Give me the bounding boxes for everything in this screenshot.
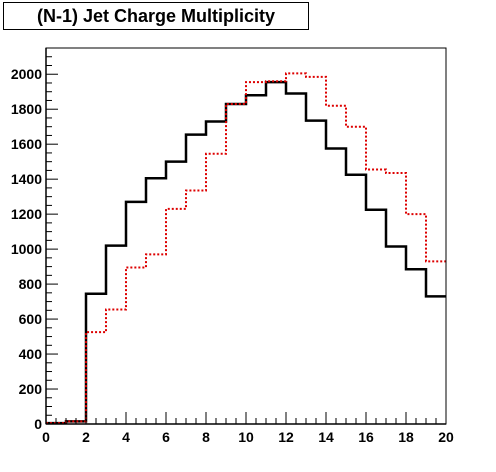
chart-title-box: (N-1) Jet Charge Multiplicity xyxy=(3,2,309,30)
x-tick-label: 6 xyxy=(162,429,170,445)
y-tick-label: 0 xyxy=(34,416,42,432)
x-tick-label: 16 xyxy=(358,429,374,445)
x-tick-label: 12 xyxy=(278,429,294,445)
series-0-line xyxy=(46,80,446,425)
y-tick-label: 1600 xyxy=(11,136,42,152)
y-tick-label: 1000 xyxy=(11,241,42,257)
y-tick-label: 600 xyxy=(19,311,43,327)
x-tick-label: 2 xyxy=(82,429,90,445)
y-tick-label: 400 xyxy=(19,346,43,362)
x-tick-label: 8 xyxy=(202,429,210,445)
y-tick-label: 1800 xyxy=(11,101,42,117)
y-tick-label: 1200 xyxy=(11,206,42,222)
y-tick-label: 2000 xyxy=(11,66,42,82)
x-tick-label: 0 xyxy=(42,429,50,445)
series-layer xyxy=(46,72,446,425)
chart-title: (N-1) Jet Charge Multiplicity xyxy=(36,5,276,26)
x-tick-label: 18 xyxy=(398,429,414,445)
x-tick-label: 14 xyxy=(318,429,334,445)
x-tick-label: 20 xyxy=(438,429,454,445)
x-tick-label: 4 xyxy=(122,429,130,445)
plot-frame xyxy=(45,47,447,425)
x-tick-label: 10 xyxy=(238,429,254,445)
axes-layer: 0 2 4 6 8 10 12 14 16 18 2002004006008001000120014… xyxy=(11,47,454,445)
y-tick-label: 1400 xyxy=(11,171,42,187)
y-tick-label: 200 xyxy=(19,381,43,397)
y-tick-label: 800 xyxy=(19,276,43,292)
